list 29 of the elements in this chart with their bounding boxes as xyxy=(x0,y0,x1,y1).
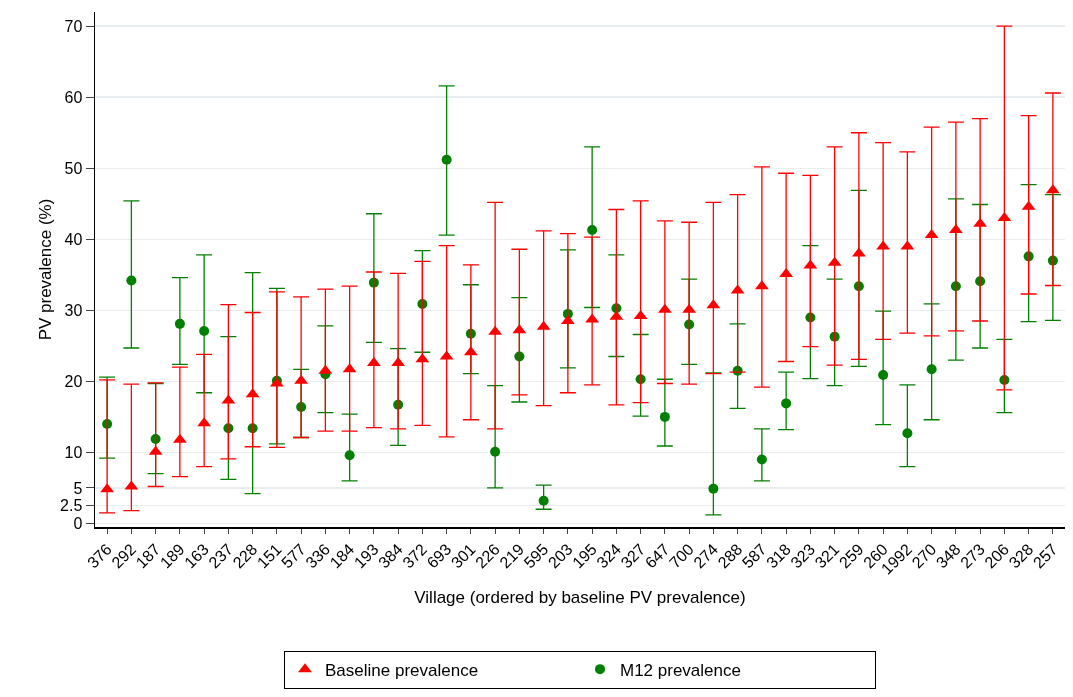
point xyxy=(538,495,549,506)
point xyxy=(344,450,355,461)
point xyxy=(441,154,452,165)
point xyxy=(902,428,913,439)
point xyxy=(878,369,889,380)
y-tick-label: 20 xyxy=(64,372,83,390)
point xyxy=(659,411,670,422)
y-tick-label: 40 xyxy=(64,230,83,248)
y-axis-title: PV prevalence (%) xyxy=(35,198,55,341)
point xyxy=(174,318,185,329)
point xyxy=(199,325,210,336)
y-tick-label: 0 xyxy=(73,515,83,533)
y-tick-label: 50 xyxy=(64,159,83,177)
point xyxy=(490,446,501,457)
point xyxy=(126,275,137,286)
point xyxy=(587,225,598,236)
point xyxy=(781,398,792,409)
y-tick-label: 5 xyxy=(73,479,83,497)
x-axis-title: Village (ordered by baseline PV prevalence) xyxy=(414,587,746,607)
y-tick-label: 70 xyxy=(64,17,83,35)
y-tick-label: 10 xyxy=(64,444,83,462)
y-tick-label: 30 xyxy=(64,301,83,319)
point xyxy=(756,454,767,465)
y-tick-label: 60 xyxy=(64,88,83,106)
legend-label: M12 prevalence xyxy=(620,660,741,680)
legend-label: Baseline prevalence xyxy=(325,660,479,680)
point xyxy=(926,364,937,375)
point xyxy=(708,483,719,494)
y-tick-label: 2.5 xyxy=(60,497,83,515)
